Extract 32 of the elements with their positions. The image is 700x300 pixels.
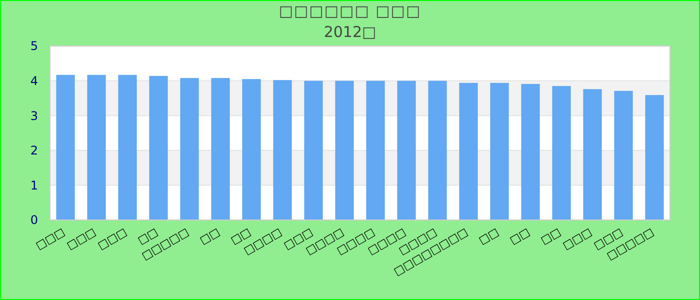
bar <box>87 74 106 220</box>
x-tick-label: □□ <box>507 225 532 247</box>
bar <box>428 80 447 220</box>
bar <box>211 78 230 220</box>
chart-subtitle: 2012□ <box>324 23 376 41</box>
bar <box>304 80 323 220</box>
chart-title: □□□□□□ □□□ <box>278 2 422 20</box>
y-tick-label: 4 <box>30 74 38 88</box>
x-tick-label: □□ <box>538 225 563 247</box>
bar <box>645 95 664 220</box>
y-tick-label: 1 <box>30 178 38 192</box>
bar <box>273 80 292 220</box>
bar <box>397 80 416 220</box>
bar <box>180 78 199 220</box>
y-tick-label: 0 <box>30 213 38 228</box>
bar <box>335 80 354 220</box>
bar <box>118 74 137 220</box>
bar <box>521 84 540 220</box>
bar <box>366 80 385 220</box>
x-tick-label: □□ <box>197 225 222 247</box>
bar <box>552 86 571 220</box>
bar <box>490 82 509 220</box>
x-tick-label: □□ <box>476 225 501 247</box>
y-tick-label: 2 <box>30 144 38 158</box>
bar <box>242 79 261 220</box>
bar <box>56 74 75 220</box>
y-tick-label: 5 <box>30 39 38 54</box>
bar <box>149 76 168 220</box>
bar <box>459 82 478 220</box>
y-tick-label: 3 <box>30 108 38 123</box>
bar <box>583 89 602 220</box>
bar <box>614 90 633 220</box>
